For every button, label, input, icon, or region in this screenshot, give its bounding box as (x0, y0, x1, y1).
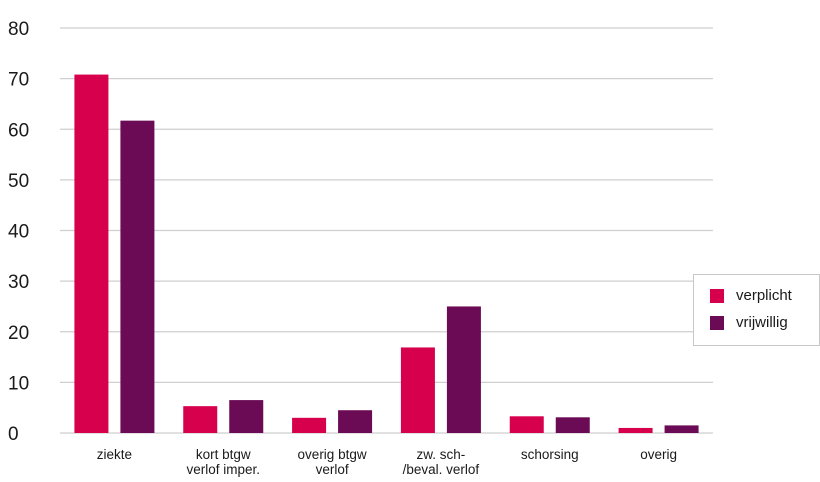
x-tick-label: kort btgw verlof imper. (186, 447, 260, 477)
y-tick-label: 60 (8, 120, 29, 141)
x-tick-label-line: zw. sch- (417, 447, 466, 462)
bar-verplicht (292, 417, 327, 433)
bar-verplicht (400, 347, 435, 433)
x-tick-label-line: schorsing (521, 447, 579, 462)
legend-item-verplicht: verplicht (710, 287, 792, 304)
legend-label-verplicht: verplicht (736, 287, 792, 304)
bar-vrijwillig (338, 410, 373, 433)
legend-swatch-vrijwillig (710, 315, 724, 330)
bar-vrijwillig (664, 425, 699, 433)
legend-item-vrijwillig: vrijwillig (710, 314, 788, 331)
x-tick-label: overig btgw verlof (298, 447, 367, 477)
x-tick-label: overig (640, 447, 677, 462)
bar-vrijwillig (555, 417, 590, 433)
bar-verplicht (509, 416, 544, 433)
y-tick-label: 30 (8, 272, 29, 293)
x-tick-label: zw. sch-/beval. verlof (403, 447, 480, 477)
x-tick-label-line: ziekte (97, 447, 132, 462)
bar-verplicht (183, 406, 218, 433)
bars (74, 74, 699, 434)
bar-verplicht (618, 427, 653, 433)
x-tick-label: schorsing (521, 447, 579, 462)
legend: verplicht vrijwillig (693, 274, 820, 346)
gridlines (60, 27, 713, 434)
y-tick-label: 0 (8, 424, 19, 445)
bar-vrijwillig (229, 400, 264, 433)
bar-verplicht (74, 74, 109, 433)
legend-label-vrijwillig: vrijwillig (736, 314, 788, 331)
y-tick-label: 50 (8, 171, 29, 192)
y-tick-label: 80 (8, 19, 29, 40)
x-tick-label-line: overig (640, 447, 677, 462)
x-axis: ziekte kort btgw verlof imper.overig btgw v… (97, 447, 677, 477)
y-tick-label: 40 (8, 222, 29, 243)
bar-vrijwillig (446, 306, 481, 433)
x-tick-label-line: verlof (316, 462, 349, 477)
y-axis: 0 10 20 30 40 50 60 70 80 (8, 19, 29, 445)
y-tick-label: 70 (8, 70, 29, 91)
bar-vrijwillig (120, 120, 155, 434)
y-tick-label: 10 (8, 373, 29, 394)
x-tick-label-line: verlof imper. (186, 462, 260, 477)
x-tick-label: ziekte (97, 447, 132, 462)
x-tick-label-line: kort btgw (196, 447, 251, 462)
x-tick-label-line: /beval. verlof (403, 462, 480, 477)
x-tick-label-line: overig btgw (298, 447, 367, 462)
legend-swatch-verplicht (710, 288, 724, 303)
y-tick-label: 20 (8, 323, 29, 344)
